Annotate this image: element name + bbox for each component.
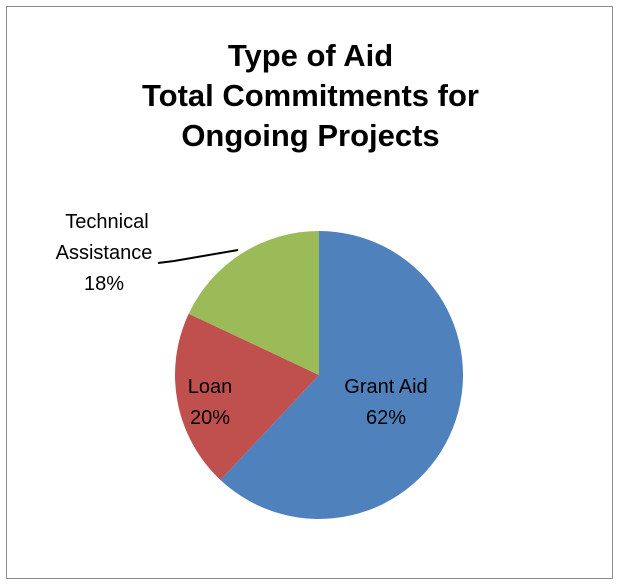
slice-label-grant-aid-percent: 62% xyxy=(366,407,406,429)
leader-line-technical-assistance xyxy=(157,249,239,264)
slice-label-loan-percent: 20% xyxy=(190,407,230,429)
slice-label-grant-aid-name: Grant Aid xyxy=(344,376,427,398)
pie-slice-technical-assistance xyxy=(188,230,319,375)
slice-label-technical-assistance-percent: 18% xyxy=(84,273,124,295)
chart-title-line-1: Type of Aid xyxy=(227,38,394,73)
chart-title-line-2: Total Commitments for xyxy=(142,78,479,113)
chart-title: Type of Aid Total Commitments for Ongoin… xyxy=(0,36,621,156)
slice-label-technical-assistance-line-2: Assistance xyxy=(56,242,153,264)
slice-label-technical-assistance-line-1: Technical xyxy=(65,211,148,233)
pie-slices xyxy=(174,230,464,519)
pie-slice-loan xyxy=(174,313,319,480)
pie-slice-grant-aid xyxy=(220,231,464,519)
slice-label-loan-name: Loan xyxy=(188,376,233,398)
chart-title-line-3: Ongoing Projects xyxy=(181,118,440,153)
